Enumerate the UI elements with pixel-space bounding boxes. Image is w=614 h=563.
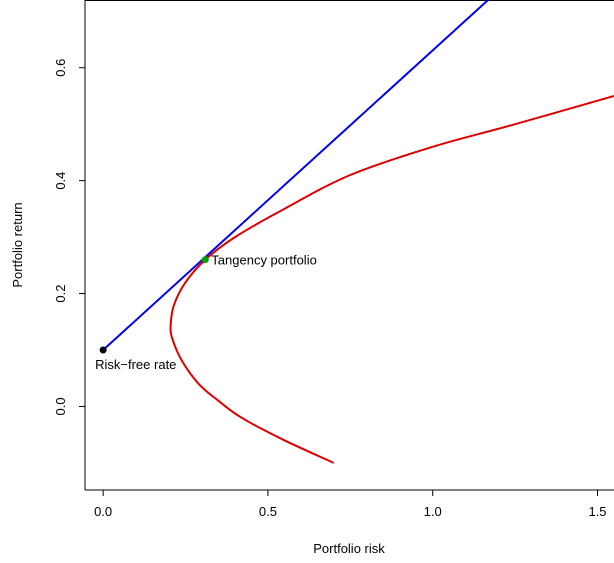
capital-market-line-line [102, 0, 490, 351]
efficient-frontier-line [169, 95, 614, 464]
x-tick-label: 1.0 [424, 504, 442, 519]
y-tick-label: 0.4 [53, 172, 68, 190]
risk-free-rate-label: Risk−free rate [95, 357, 176, 372]
x-axis-title: Portfolio risk [313, 541, 385, 556]
y-tick-label: 0.0 [53, 397, 68, 415]
x-axis: 0.0 0.5 1.0 1.5 [94, 489, 607, 519]
plot-frame [84, 0, 614, 491]
x-tick-label: 1.5 [588, 504, 606, 519]
tangency-portfolio-point [201, 256, 209, 264]
y-axis: 0.0 0.2 0.4 0.6 [53, 59, 86, 415]
x-tick-label: 0.0 [94, 504, 112, 519]
points-layer: Risk−free rate Tangency portfolio [95, 253, 317, 372]
series-layer [102, 0, 614, 464]
risk-free-rate-point [99, 346, 107, 354]
x-tick-label: 0.5 [259, 504, 277, 519]
y-axis-title: Portfolio return [10, 202, 25, 287]
y-tick-label: 0.2 [53, 285, 68, 303]
y-tick-label: 0.6 [53, 59, 68, 77]
tangency-portfolio-label: Tangency portfolio [211, 253, 317, 268]
